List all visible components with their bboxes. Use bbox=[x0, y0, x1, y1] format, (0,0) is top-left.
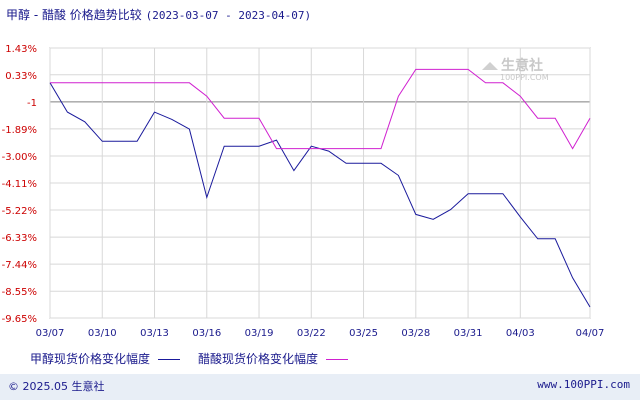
legend-swatch-series1 bbox=[157, 359, 180, 360]
legend-label-series2: 醋酸现货价格变化幅度 bbox=[198, 352, 319, 366]
x-tick-label: 03/07 bbox=[36, 328, 65, 339]
x-tick-label: 03/25 bbox=[349, 328, 378, 339]
x-tick-label: 03/16 bbox=[192, 328, 221, 339]
legend-swatch-series2 bbox=[325, 359, 348, 360]
chart-title: 甲醇 - 醋酸 价格趋势比较 (2023-03-07 - 2023-04-07) bbox=[6, 6, 311, 23]
y-tick-label: -1 bbox=[27, 98, 37, 109]
watermark-logo: 生意社 100PPI.COM bbox=[482, 55, 549, 82]
footer-copyright: © 2025.05 生意社 bbox=[8, 380, 105, 393]
chart-title-range: (2023-03-07 - 2023-04-07) bbox=[145, 9, 312, 22]
x-tick-label: 03/13 bbox=[140, 328, 169, 339]
legend-item-series1: 甲醇现货价格变化幅度 bbox=[30, 350, 180, 367]
x-tick-label: 03/22 bbox=[297, 328, 326, 339]
x-tick-label: 03/28 bbox=[401, 328, 430, 339]
y-tick-label: -3.00% bbox=[2, 152, 37, 163]
y-tick-label: -5.22% bbox=[2, 206, 37, 217]
y-tick-label: -9.65% bbox=[2, 314, 37, 325]
line-chart: 1.43% 0.33% -1 -1.89% -3.00% -4.11% -5.22% -6.3… bbox=[2, 44, 605, 339]
x-tick-label: 04/03 bbox=[506, 328, 535, 339]
logo-name: 生意社 bbox=[501, 58, 543, 74]
footer-site-link[interactable]: www.100PPI.com bbox=[537, 378, 630, 391]
chart-title-main: 甲醇 - 醋酸 价格趋势比较 bbox=[6, 8, 142, 22]
x-tick-label: 03/19 bbox=[245, 328, 274, 339]
y-tick-label: 0.33% bbox=[5, 71, 37, 82]
logo-url: 100PPI.COM bbox=[500, 73, 549, 82]
legend-item-series2: 醋酸现货价格变化幅度 bbox=[198, 350, 348, 367]
x-tick-label: 03/10 bbox=[88, 328, 117, 339]
series-line-2 bbox=[50, 68, 591, 150]
y-tick-label: -1.89% bbox=[2, 125, 37, 136]
y-tick-label: -7.44% bbox=[2, 260, 37, 271]
x-tick-label: 04/07 bbox=[576, 328, 605, 339]
house-icon bbox=[482, 62, 498, 70]
y-tick-label: -4.11% bbox=[2, 179, 37, 190]
x-tick-label: 03/31 bbox=[454, 328, 483, 339]
y-tick-label: -8.55% bbox=[2, 287, 37, 298]
legend-label-series1: 甲醇现货价格变化幅度 bbox=[30, 352, 151, 366]
y-tick-label: 1.43% bbox=[5, 44, 37, 55]
y-tick-label: -6.33% bbox=[2, 233, 37, 244]
footer-bar: © 2025.05 生意社 www.100PPI.com bbox=[0, 374, 640, 400]
